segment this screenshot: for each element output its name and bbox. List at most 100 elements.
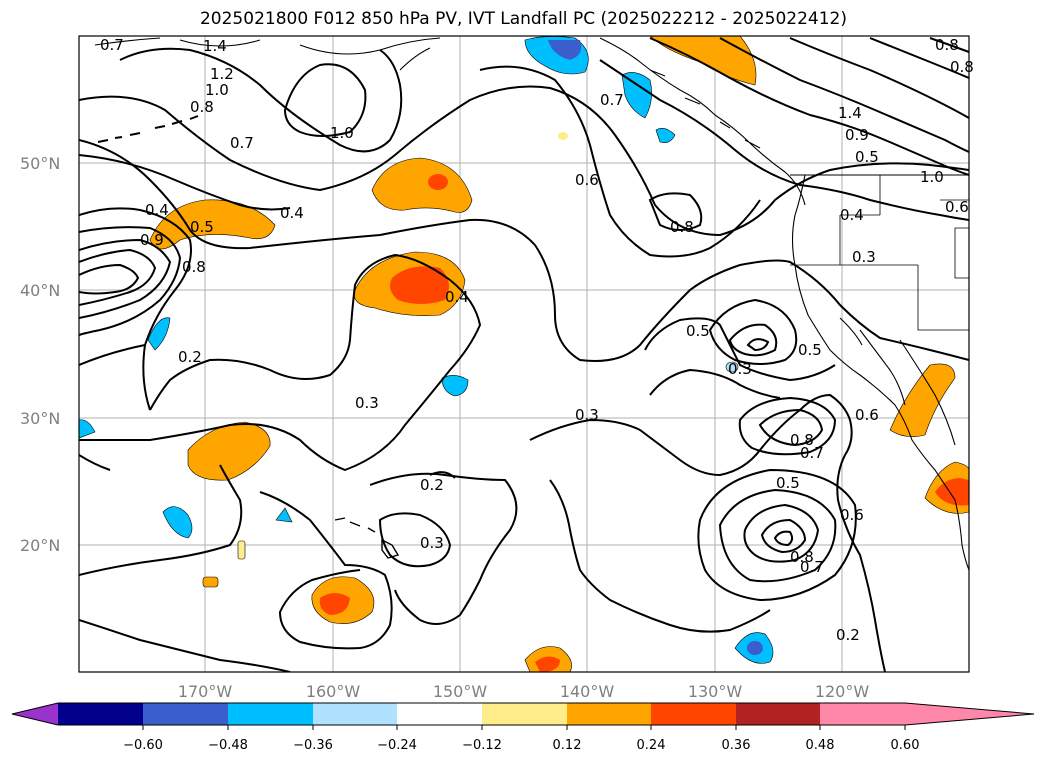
contour-label: 0.8 xyxy=(182,258,206,276)
contour-label: 0.8 xyxy=(935,36,959,54)
colorbar-cell xyxy=(58,703,143,725)
contour-label: 0.3 xyxy=(852,248,876,266)
pv-contour xyxy=(79,455,290,672)
contour-label: 0.7 xyxy=(600,91,624,109)
latitude-labels: 50°N 40°N 30°N 20°N xyxy=(20,154,60,555)
colorbar-tick-label: −0.60 xyxy=(123,738,163,753)
colorbar-cell xyxy=(313,703,397,725)
colorbar-cell xyxy=(736,703,820,725)
baja-peninsula xyxy=(840,318,905,405)
contour-label: 0.3 xyxy=(575,406,599,424)
shading-layer xyxy=(79,36,969,672)
negative-anomaly xyxy=(276,508,292,522)
positive-anomaly-core xyxy=(428,174,448,190)
lon-label: 120°W xyxy=(815,682,870,701)
pv-contour xyxy=(79,265,138,294)
positive-anomaly xyxy=(372,158,472,213)
map-frame xyxy=(79,36,969,672)
contour-label: 0.8 xyxy=(670,218,694,236)
graticule xyxy=(79,36,969,672)
contour-label: 0.5 xyxy=(798,341,822,359)
lon-label: 140°W xyxy=(560,682,615,701)
pv-contour xyxy=(748,339,768,350)
contour-label: 1.0 xyxy=(330,124,354,142)
negative-anomaly-core xyxy=(747,641,763,655)
contour-label: 0.8 xyxy=(190,98,214,116)
negative-anomaly xyxy=(656,128,675,142)
contour-label: 1.0 xyxy=(920,168,944,186)
contour-label: 0.4 xyxy=(280,204,304,222)
contour-label: 0.7 xyxy=(100,36,124,54)
contour-label: 0.6 xyxy=(575,171,599,189)
contour-label: 0.7 xyxy=(800,558,824,576)
colorbar-tick-label: −0.36 xyxy=(293,738,333,753)
longitude-labels: 170°W 160°W 150°W 140°W 130°W 120°W xyxy=(178,682,870,701)
colorbar-tick-label: −0.12 xyxy=(462,738,502,753)
negative-anomaly xyxy=(148,318,170,350)
negative-anomaly xyxy=(442,375,468,396)
colorbar-cell xyxy=(567,703,651,725)
contour-label: 0.3 xyxy=(355,394,379,412)
colorbar: −0.60 −0.48 −0.36 −0.24 −0.12 0.12 0.24 … xyxy=(12,703,1034,753)
contour-label: 0.6 xyxy=(840,506,864,524)
positive-anomaly xyxy=(203,577,218,587)
colorbar-cell xyxy=(651,703,736,725)
aleutian-islands xyxy=(98,116,198,142)
contour-label: 0.2 xyxy=(836,626,860,644)
colorbar-cell xyxy=(228,703,313,725)
contour-label: 0.4 xyxy=(145,201,169,219)
lat-label: 20°N xyxy=(20,536,60,555)
colorbar-cell xyxy=(482,703,567,725)
lat-label: 30°N xyxy=(20,409,60,428)
colorbar-tick-label: 0.48 xyxy=(806,738,835,753)
colorbar-tick-label: 0.60 xyxy=(891,738,920,753)
contour-label: 0.5 xyxy=(190,218,214,236)
pv-contour xyxy=(550,480,770,632)
lon-label: 130°W xyxy=(688,682,743,701)
contour-label: 0.7 xyxy=(800,444,824,462)
colorbar-tick-label: 0.24 xyxy=(637,738,666,753)
positive-anomaly xyxy=(558,132,568,140)
colorbar-tick-label: −0.24 xyxy=(377,738,417,753)
contour-label: 0.9 xyxy=(140,231,164,249)
pv-contour xyxy=(120,49,401,152)
colorbar-tick-label: 0.12 xyxy=(553,738,582,753)
state-borders xyxy=(790,175,969,330)
colorbar-cell xyxy=(820,703,905,725)
contour-label: 0.4 xyxy=(840,206,864,224)
colorbar-tick-label: −0.48 xyxy=(208,738,248,753)
pv-contour xyxy=(79,240,170,318)
contour-label: 0.3 xyxy=(420,534,444,552)
contour-label: 0.6 xyxy=(855,406,879,424)
lon-label: 150°W xyxy=(433,682,488,701)
contour-label: 0.6 xyxy=(945,198,969,216)
contour-label: 1.4 xyxy=(838,104,862,122)
lat-label: 50°N xyxy=(20,154,60,173)
contour-label: 1.4 xyxy=(203,37,227,55)
lon-label: 160°W xyxy=(306,682,361,701)
contour-label: 0.4 xyxy=(445,288,469,306)
colorbar-tick-label: 0.36 xyxy=(722,738,751,753)
pv-contour xyxy=(775,532,792,545)
contour-label: 0.9 xyxy=(845,126,869,144)
colorbar-extend-min xyxy=(12,703,58,725)
contour-label: 0.2 xyxy=(420,476,444,494)
contour-label: 0.7 xyxy=(230,134,254,152)
lat-label: 40°N xyxy=(20,281,60,300)
contour-label: 0.3 xyxy=(728,360,752,378)
pv-contour xyxy=(530,395,885,672)
colorbar-extend-max xyxy=(905,703,1034,725)
contour-label: 1.0 xyxy=(205,81,229,99)
alaska-coast xyxy=(95,38,440,70)
pv-contour xyxy=(79,140,969,361)
negative-anomaly xyxy=(79,420,95,438)
negative-anomaly xyxy=(622,72,652,118)
contour-label: 0.5 xyxy=(855,148,879,166)
positive-anomaly xyxy=(650,36,756,85)
colorbar-cell xyxy=(397,703,482,725)
contour-label: 0.5 xyxy=(686,322,710,340)
contour-label: 0.8 xyxy=(950,58,974,76)
lon-label: 170°W xyxy=(178,682,233,701)
negative-anomaly xyxy=(163,507,192,538)
